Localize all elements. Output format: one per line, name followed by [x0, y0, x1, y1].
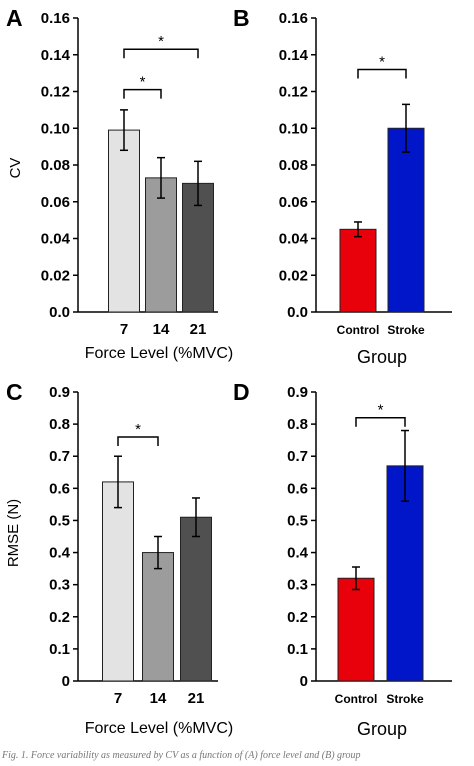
y-tick-label: 0.9 [287, 384, 308, 401]
panel-letter-a: A [6, 5, 23, 31]
x-category-label: Stroke [387, 323, 425, 337]
y-axis-title: RMSE (N) [5, 499, 22, 567]
panel-c-rmse-by-force-level: C 0 0.1 0.2 0.3 0.4 0.5 0.6 0.7 0.8 0.9 7 14 21 * Force… [5, 379, 233, 737]
x-axis-title: Group [357, 347, 407, 367]
significance-star: * [378, 402, 384, 419]
bar [182, 182, 214, 313]
y-tick-label: 0.5 [49, 512, 70, 529]
panel-letter-b: B [233, 5, 250, 31]
y-tick-label: 0.3 [287, 577, 308, 594]
y-tick-label: 0.04 [279, 231, 309, 248]
x-category-label: 21 [188, 690, 205, 707]
y-tick-label: 0.6 [287, 480, 308, 497]
panel-letter-c: C [6, 379, 23, 405]
y-axis-title: CV [7, 158, 24, 179]
significance-bracket [355, 416, 406, 427]
panel-a-cv-by-force-level: A 0.0 0.02 0.04 0.06 0.08 0.10 0.12 0.14 0.16 7 14 2… [6, 5, 233, 362]
y-tick-label: 0.08 [41, 157, 70, 174]
y-tick-label: 0.4 [287, 545, 309, 562]
bar [337, 577, 375, 682]
significance-star: * [140, 74, 146, 91]
bar [145, 177, 177, 313]
y-tick-label: 0.16 [279, 10, 308, 27]
y-tick-label: 0.06 [41, 194, 70, 211]
x-axis-title: Group [357, 719, 407, 739]
y-tick-label: 0.10 [279, 120, 308, 137]
y-tick-label: 0.08 [279, 157, 308, 174]
x-category-label: 14 [153, 321, 170, 338]
y-tick-label: 0.8 [287, 416, 308, 433]
significance-star: * [135, 421, 141, 438]
significance-bracket [357, 68, 407, 79]
y-tick-label: 0.06 [279, 194, 308, 211]
y-tick-label: 0.4 [49, 545, 71, 562]
x-category-label: Control [337, 323, 380, 337]
y-tick-label: 0.5 [287, 512, 308, 529]
y-tick-label: 0.10 [41, 120, 70, 137]
significance-star: * [158, 33, 164, 50]
significance-bracket [117, 436, 159, 446]
y-tick-label: 0.1 [287, 641, 308, 658]
y-tick-label: 0.2 [49, 609, 70, 626]
significance-bracket [123, 48, 199, 59]
y-tick-label: 0.7 [287, 448, 308, 465]
y-tick-label: 0.12 [279, 84, 308, 101]
y-tick-label: 0.9 [49, 384, 70, 401]
bar [102, 481, 134, 682]
bar [180, 516, 212, 682]
bar [142, 552, 174, 682]
x-category-label: 7 [114, 690, 122, 707]
significance-bracket [123, 88, 162, 99]
y-tick-label: 0.7 [49, 448, 70, 465]
y-tick-label: 0.02 [41, 267, 70, 284]
bar [339, 228, 377, 313]
y-tick-label: 0.6 [49, 480, 70, 497]
y-tick-label: 0.3 [49, 577, 70, 594]
panel-letter-d: D [233, 379, 250, 405]
bar [387, 127, 425, 313]
y-tick-label: 0.16 [41, 10, 70, 27]
panel-b-cv-by-group: B 0.0 0.02 0.04 0.06 0.08 0.10 0.12 0.14 0.16 Cont… [233, 5, 452, 367]
x-category-label: Stroke [386, 692, 424, 706]
bar [108, 129, 140, 313]
x-category-label: 7 [120, 321, 128, 338]
y-tick-label: 0.04 [41, 231, 71, 248]
y-tick-label: 0.0 [287, 304, 308, 321]
figure-caption: Fig. 1. Force variability as measured by… [2, 750, 361, 761]
y-tick-label: 0 [62, 673, 70, 690]
y-tick-label: 0.8 [49, 416, 70, 433]
x-category-label: Control [335, 692, 378, 706]
x-axis-title: Force Level (%MVC) [85, 345, 233, 362]
y-tick-label: 0.2 [287, 609, 308, 626]
y-tick-label: 0.14 [279, 47, 309, 64]
x-category-label: 14 [150, 690, 167, 707]
x-axis-title: Force Level (%MVC) [85, 720, 233, 737]
y-tick-label: 0 [300, 673, 308, 690]
x-category-label: 21 [190, 321, 207, 338]
y-tick-label: 0.0 [49, 304, 70, 321]
y-tick-label: 0.1 [49, 641, 70, 658]
panel-d-rmse-by-group: D 0 0.1 0.2 0.3 0.4 0.5 0.6 0.7 0.8 0.9 Control Stro… [233, 379, 452, 739]
y-tick-label: 0.12 [41, 84, 70, 101]
y-tick-label: 0.14 [41, 47, 71, 64]
significance-star: * [379, 53, 385, 70]
y-tick-label: 0.02 [279, 267, 308, 284]
